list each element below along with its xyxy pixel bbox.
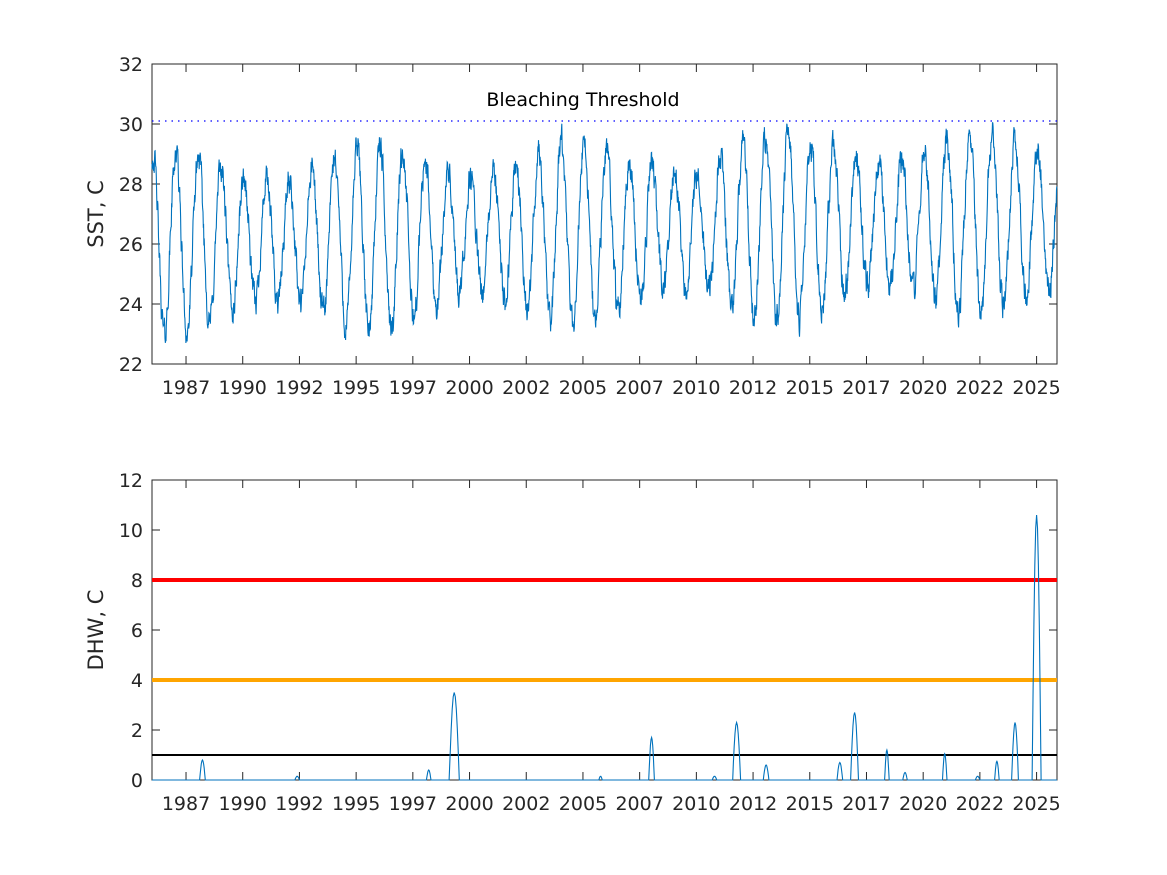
sst-x-tick-label: 2012	[729, 377, 777, 399]
sst-series	[151, 122, 1058, 344]
dhw-series-line	[152, 514, 1057, 781]
sst-ticks	[152, 63, 1057, 365]
dhw-x-tick-label: 2000	[445, 793, 493, 815]
sst-x-tick-label: 2002	[502, 377, 550, 399]
dhw-x-tick-labels: 1987 1990 1992 1995 1997 2000 2002 2005 2007 2010…	[162, 793, 1061, 815]
dhw-x-tick-label: 2022	[956, 793, 1004, 815]
sst-x-tick-label: 1987	[162, 377, 210, 399]
dhw-ticks	[152, 479, 1057, 781]
dhw-x-tick-label: 1992	[275, 793, 323, 815]
sst-x-tick-label: 2010	[672, 377, 720, 399]
dhw-x-tick-label: 2007	[615, 793, 663, 815]
sst-x-tick-label: 2020	[899, 377, 947, 399]
dhw-y-tick-label: 10	[119, 520, 143, 542]
dhw-y-tick-label: 0	[131, 770, 143, 792]
sst-x-tick-label: 1990	[219, 377, 267, 399]
dhw-x-tick-label: 2002	[502, 793, 550, 815]
sst-axes-box	[151, 63, 1058, 365]
sst-x-tick-label: 2007	[615, 377, 663, 399]
sst-x-tick-label: 1995	[332, 377, 380, 399]
sst-x-tick-label: 2005	[559, 377, 607, 399]
sst-x-tick-labels: 1987 1990 1992 1995 1997 2000 2002 2005 2007 2010…	[162, 377, 1061, 399]
dhw-x-tick-label: 2015	[786, 793, 834, 815]
sst-series-line	[151, 122, 1058, 344]
sst-panel: 22 24 26 28 30 32 1987 1990 1992 1995 1997 2000 200…	[84, 54, 1061, 399]
sst-y-tick-label: 26	[119, 234, 143, 256]
dhw-y-tick-label: 6	[131, 620, 143, 642]
sst-x-tick-label: 2022	[956, 377, 1004, 399]
sst-y-tick-label: 30	[119, 114, 143, 136]
dhw-x-tick-label: 1987	[162, 793, 210, 815]
dhw-reference-lines	[152, 578, 1057, 756]
dhw-y-tick-label: 12	[119, 470, 143, 492]
sst-y-tick-label: 32	[119, 54, 143, 76]
dhw-x-tick-label: 2012	[729, 793, 777, 815]
dhw-x-tick-label: 1997	[389, 793, 437, 815]
dhw-y-axis-label: DHW, C	[84, 590, 108, 671]
dhw-panel: 0 2 4 6 8 10 12 1987 1990 1992 1995 1997 2000 2002 20…	[84, 470, 1061, 815]
sst-x-tick-label: 2017	[842, 377, 890, 399]
dhw-y-tick-label: 2	[131, 720, 143, 742]
sst-x-tick-label: 2025	[1012, 377, 1060, 399]
dhw-x-tick-label: 2017	[842, 793, 890, 815]
dhw-x-tick-label: 2005	[559, 793, 607, 815]
dhw-x-tick-label: 1995	[332, 793, 380, 815]
dhw-x-tick-label: 2020	[899, 793, 947, 815]
sst-y-tick-labels: 22 24 26 28 30 32	[119, 54, 143, 376]
sst-y-tick-label: 22	[119, 354, 143, 376]
dhw-x-tick-label: 2010	[672, 793, 720, 815]
sst-y-tick-label: 24	[119, 294, 143, 316]
sst-y-tick-label: 28	[119, 174, 143, 196]
sst-x-tick-label: 2000	[445, 377, 493, 399]
dhw-y-tick-label: 8	[131, 570, 143, 592]
sst-y-axis-label: SST, C	[84, 180, 108, 248]
sst-x-tick-label: 1997	[389, 377, 437, 399]
bleaching-threshold-annotation: Bleaching Threshold	[486, 89, 679, 111]
sst-x-tick-label: 1992	[275, 377, 323, 399]
dhw-y-tick-label: 4	[131, 670, 143, 692]
sst-x-tick-label: 2015	[786, 377, 834, 399]
dhw-y-tick-labels: 0 2 4 6 8 10 12	[119, 470, 143, 792]
dhw-x-tick-label: 1990	[219, 793, 267, 815]
dhw-series	[152, 514, 1057, 781]
dhw-x-tick-label: 2025	[1012, 793, 1060, 815]
